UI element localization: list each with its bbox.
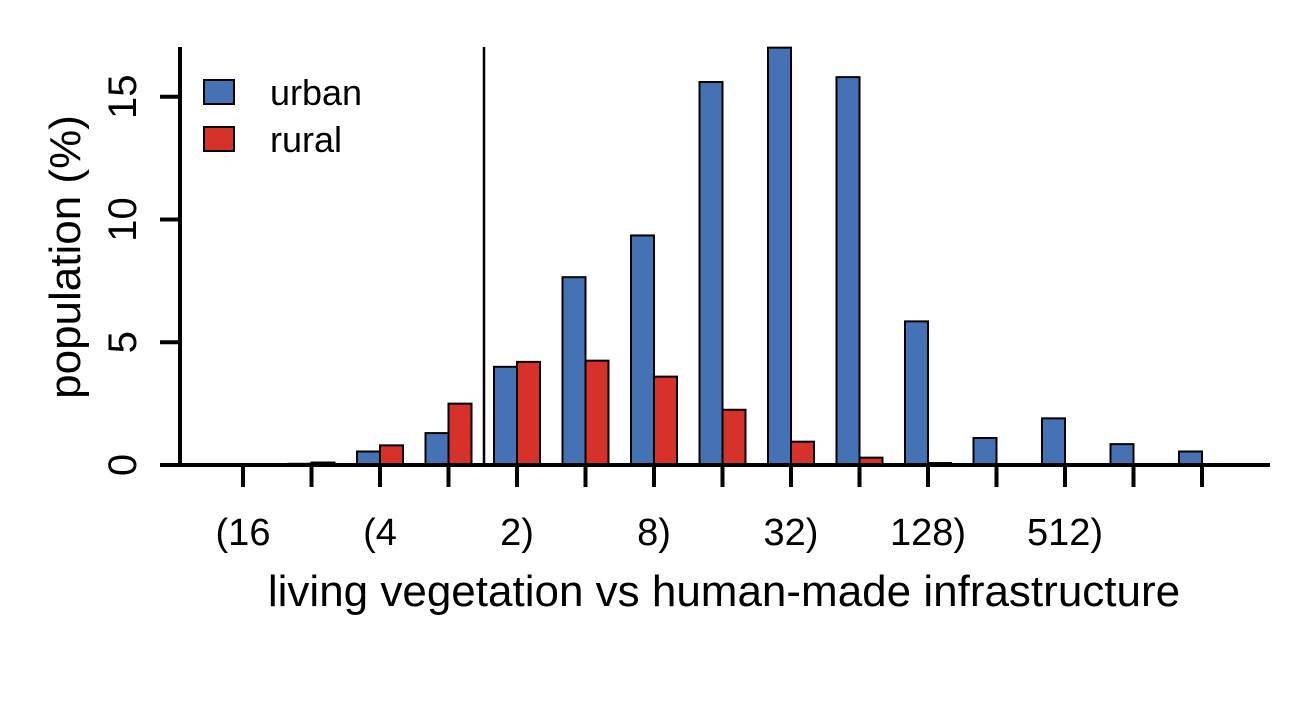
bar-rural-6 bbox=[584, 359, 610, 467]
bar-urban-5 bbox=[493, 365, 518, 466]
bar-urban-14 bbox=[1109, 443, 1135, 467]
bar-urban-3 bbox=[356, 450, 381, 466]
x-tick-label-2: (4 bbox=[363, 512, 397, 554]
bar-rural-4 bbox=[447, 402, 473, 466]
legend-swatch-rural bbox=[203, 126, 235, 152]
x-tick-label-4: 8) bbox=[637, 512, 671, 554]
bar-urban-9 bbox=[767, 46, 792, 467]
bar-rural-7 bbox=[653, 375, 678, 466]
bar-rural-3 bbox=[379, 444, 404, 466]
bar-urban-8 bbox=[698, 81, 724, 467]
x-tick-label-3: 2) bbox=[500, 512, 534, 554]
legend-label-urban: urban bbox=[270, 72, 362, 113]
legend: urban rural bbox=[203, 72, 362, 160]
legend-swatch-urban bbox=[203, 79, 235, 105]
legend-label-rural: rural bbox=[270, 119, 342, 160]
bar-urban-10 bbox=[835, 76, 861, 467]
bar-urban-11 bbox=[904, 320, 929, 466]
bars-layer bbox=[219, 46, 1226, 467]
x-tick-label-6: 128) bbox=[890, 512, 966, 554]
y-axis-title: population (%) bbox=[41, 115, 90, 399]
x-axis-title: living vegetation vs human-made infrastr… bbox=[268, 567, 1180, 616]
bar-rural-5 bbox=[516, 360, 541, 467]
bar-urban-4 bbox=[424, 432, 450, 466]
y-tick-label-0: 0 bbox=[101, 454, 145, 476]
y-tick-label-10: 10 bbox=[101, 197, 145, 242]
y-tick-label-5: 5 bbox=[101, 331, 145, 353]
bar-rural-9 bbox=[790, 440, 815, 466]
y-tick-label-15: 15 bbox=[101, 75, 145, 120]
bar-urban-7 bbox=[630, 234, 655, 466]
bar-rural-8 bbox=[721, 408, 747, 467]
bar-urban-15 bbox=[1178, 450, 1203, 466]
axes-layer: (16 (4 2) 8) 32) 128) 512) 0 5 10 15 bbox=[101, 47, 1270, 554]
x-tick-label-7: 512) bbox=[1027, 512, 1103, 554]
bar-urban-13 bbox=[1041, 417, 1066, 467]
x-tick-label-1: (16 bbox=[216, 512, 271, 554]
bar-urban-12 bbox=[972, 436, 998, 466]
bar-urban-6 bbox=[561, 276, 587, 466]
x-tick-label-5: 32) bbox=[764, 512, 819, 554]
